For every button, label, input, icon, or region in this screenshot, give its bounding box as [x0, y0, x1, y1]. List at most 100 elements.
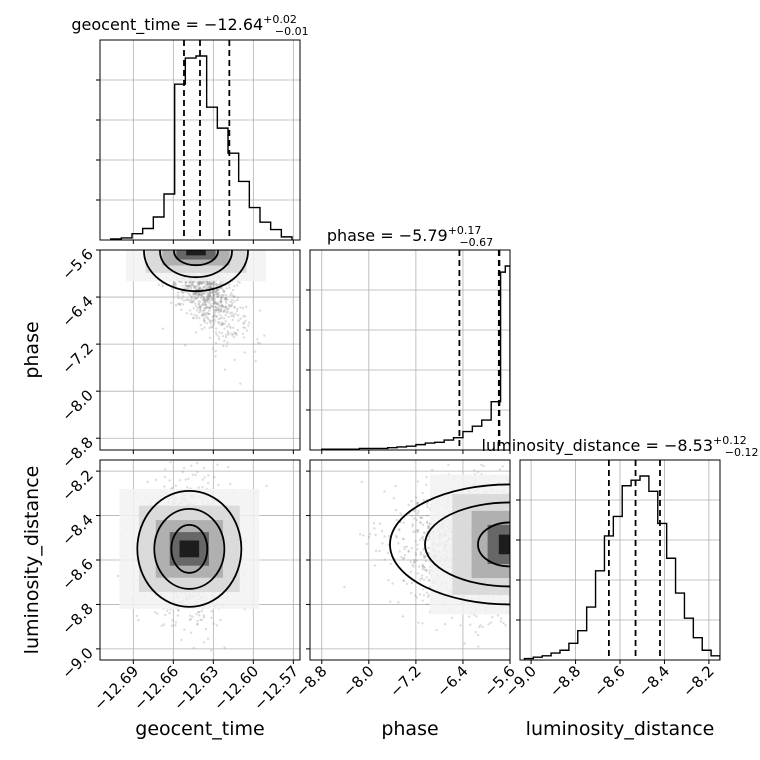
sample-point [192, 243, 194, 245]
sample-point [161, 327, 165, 330]
sample-point [174, 241, 176, 243]
sample-point [204, 299, 207, 302]
sample-point [422, 594, 426, 597]
sample-point [174, 243, 176, 245]
scatter-points [116, 461, 268, 652]
sample-point [210, 325, 213, 328]
sample-point [219, 302, 223, 306]
sample-point [221, 296, 224, 299]
histogram-bin [207, 107, 218, 240]
histogram-bin [693, 638, 702, 660]
sample-point [200, 313, 204, 317]
histogram-bin [164, 194, 175, 240]
sample-point [194, 287, 198, 291]
sample-point [403, 547, 406, 551]
sample-point [423, 556, 426, 559]
sample-point [215, 289, 218, 292]
sample-point [184, 245, 186, 247]
sample-point [208, 291, 211, 295]
sample-point [197, 282, 200, 285]
histogram-bin [542, 656, 551, 660]
sample-point [197, 281, 200, 284]
sample-point [156, 244, 158, 246]
sample-point [181, 291, 185, 294]
sample-point [183, 344, 187, 347]
histogram-bin [416, 445, 425, 450]
sample-point [214, 310, 217, 313]
sample-point [194, 473, 197, 477]
histogram-bin [132, 234, 143, 240]
sample-point [179, 245, 181, 247]
sample-point [419, 553, 422, 556]
sample-point [177, 302, 180, 306]
sample-point [208, 294, 212, 297]
sample-point [159, 241, 161, 243]
sample-point [230, 298, 234, 301]
sample-point [421, 565, 424, 568]
sample-point [158, 247, 160, 249]
sample-point [221, 323, 224, 326]
sample-point [225, 302, 228, 305]
sample-point [215, 314, 218, 318]
sample-point [199, 241, 201, 243]
sample-point [190, 242, 192, 244]
sample-point [184, 245, 186, 247]
sample-point [220, 296, 223, 300]
sample-point [213, 314, 216, 317]
sample-point [180, 243, 182, 245]
sample-point [188, 281, 191, 285]
sample-point [226, 307, 230, 311]
sample-point [225, 325, 229, 328]
sample-point [187, 299, 191, 302]
sample-point [215, 309, 218, 312]
sample-point [214, 293, 218, 296]
sample-point [193, 313, 196, 317]
sample-point [203, 303, 206, 306]
sample-point [224, 296, 228, 300]
contour-86% [153, 507, 226, 590]
sample-point [163, 243, 165, 245]
sample-point [183, 466, 186, 470]
sample-point [205, 287, 208, 290]
sample-point [172, 281, 176, 284]
sample-point [422, 538, 425, 541]
sample-point [168, 611, 171, 615]
sample-point [217, 317, 221, 321]
sample-point [204, 627, 208, 631]
sample-point [212, 323, 215, 327]
sample-point [180, 280, 183, 284]
sample-point [402, 557, 406, 560]
sample-point [198, 246, 200, 248]
sample-point [201, 478, 204, 481]
sample-point [194, 297, 198, 301]
sample-point [231, 334, 234, 337]
sample-point [216, 303, 220, 306]
x-tick-label-luminosity-distance: −8.6 [590, 662, 628, 700]
sample-point [263, 334, 266, 337]
sample-point [116, 574, 120, 578]
title-luminosity-distance-minus: −0.12 [725, 446, 759, 459]
sample-point [198, 240, 200, 242]
sample-point [233, 285, 236, 288]
sample-point [215, 307, 218, 310]
sample-point [213, 297, 216, 301]
sample-point [212, 319, 215, 323]
sample-point [223, 289, 226, 293]
sample-point [193, 293, 196, 296]
sample-point [197, 294, 201, 297]
sample-point [223, 310, 226, 313]
sample-point [224, 298, 228, 301]
histogram-bin [578, 631, 587, 660]
sample-point [187, 244, 189, 246]
sample-point [214, 341, 218, 345]
sample-point [427, 525, 430, 528]
sample-point [395, 536, 399, 539]
sample-point [196, 461, 199, 465]
sample-point [229, 311, 232, 315]
sample-point [199, 307, 203, 311]
sample-point [473, 469, 476, 472]
sample-point [427, 526, 431, 529]
sample-point [480, 463, 483, 467]
sample-point [109, 165, 111, 167]
sample-point [200, 293, 204, 297]
